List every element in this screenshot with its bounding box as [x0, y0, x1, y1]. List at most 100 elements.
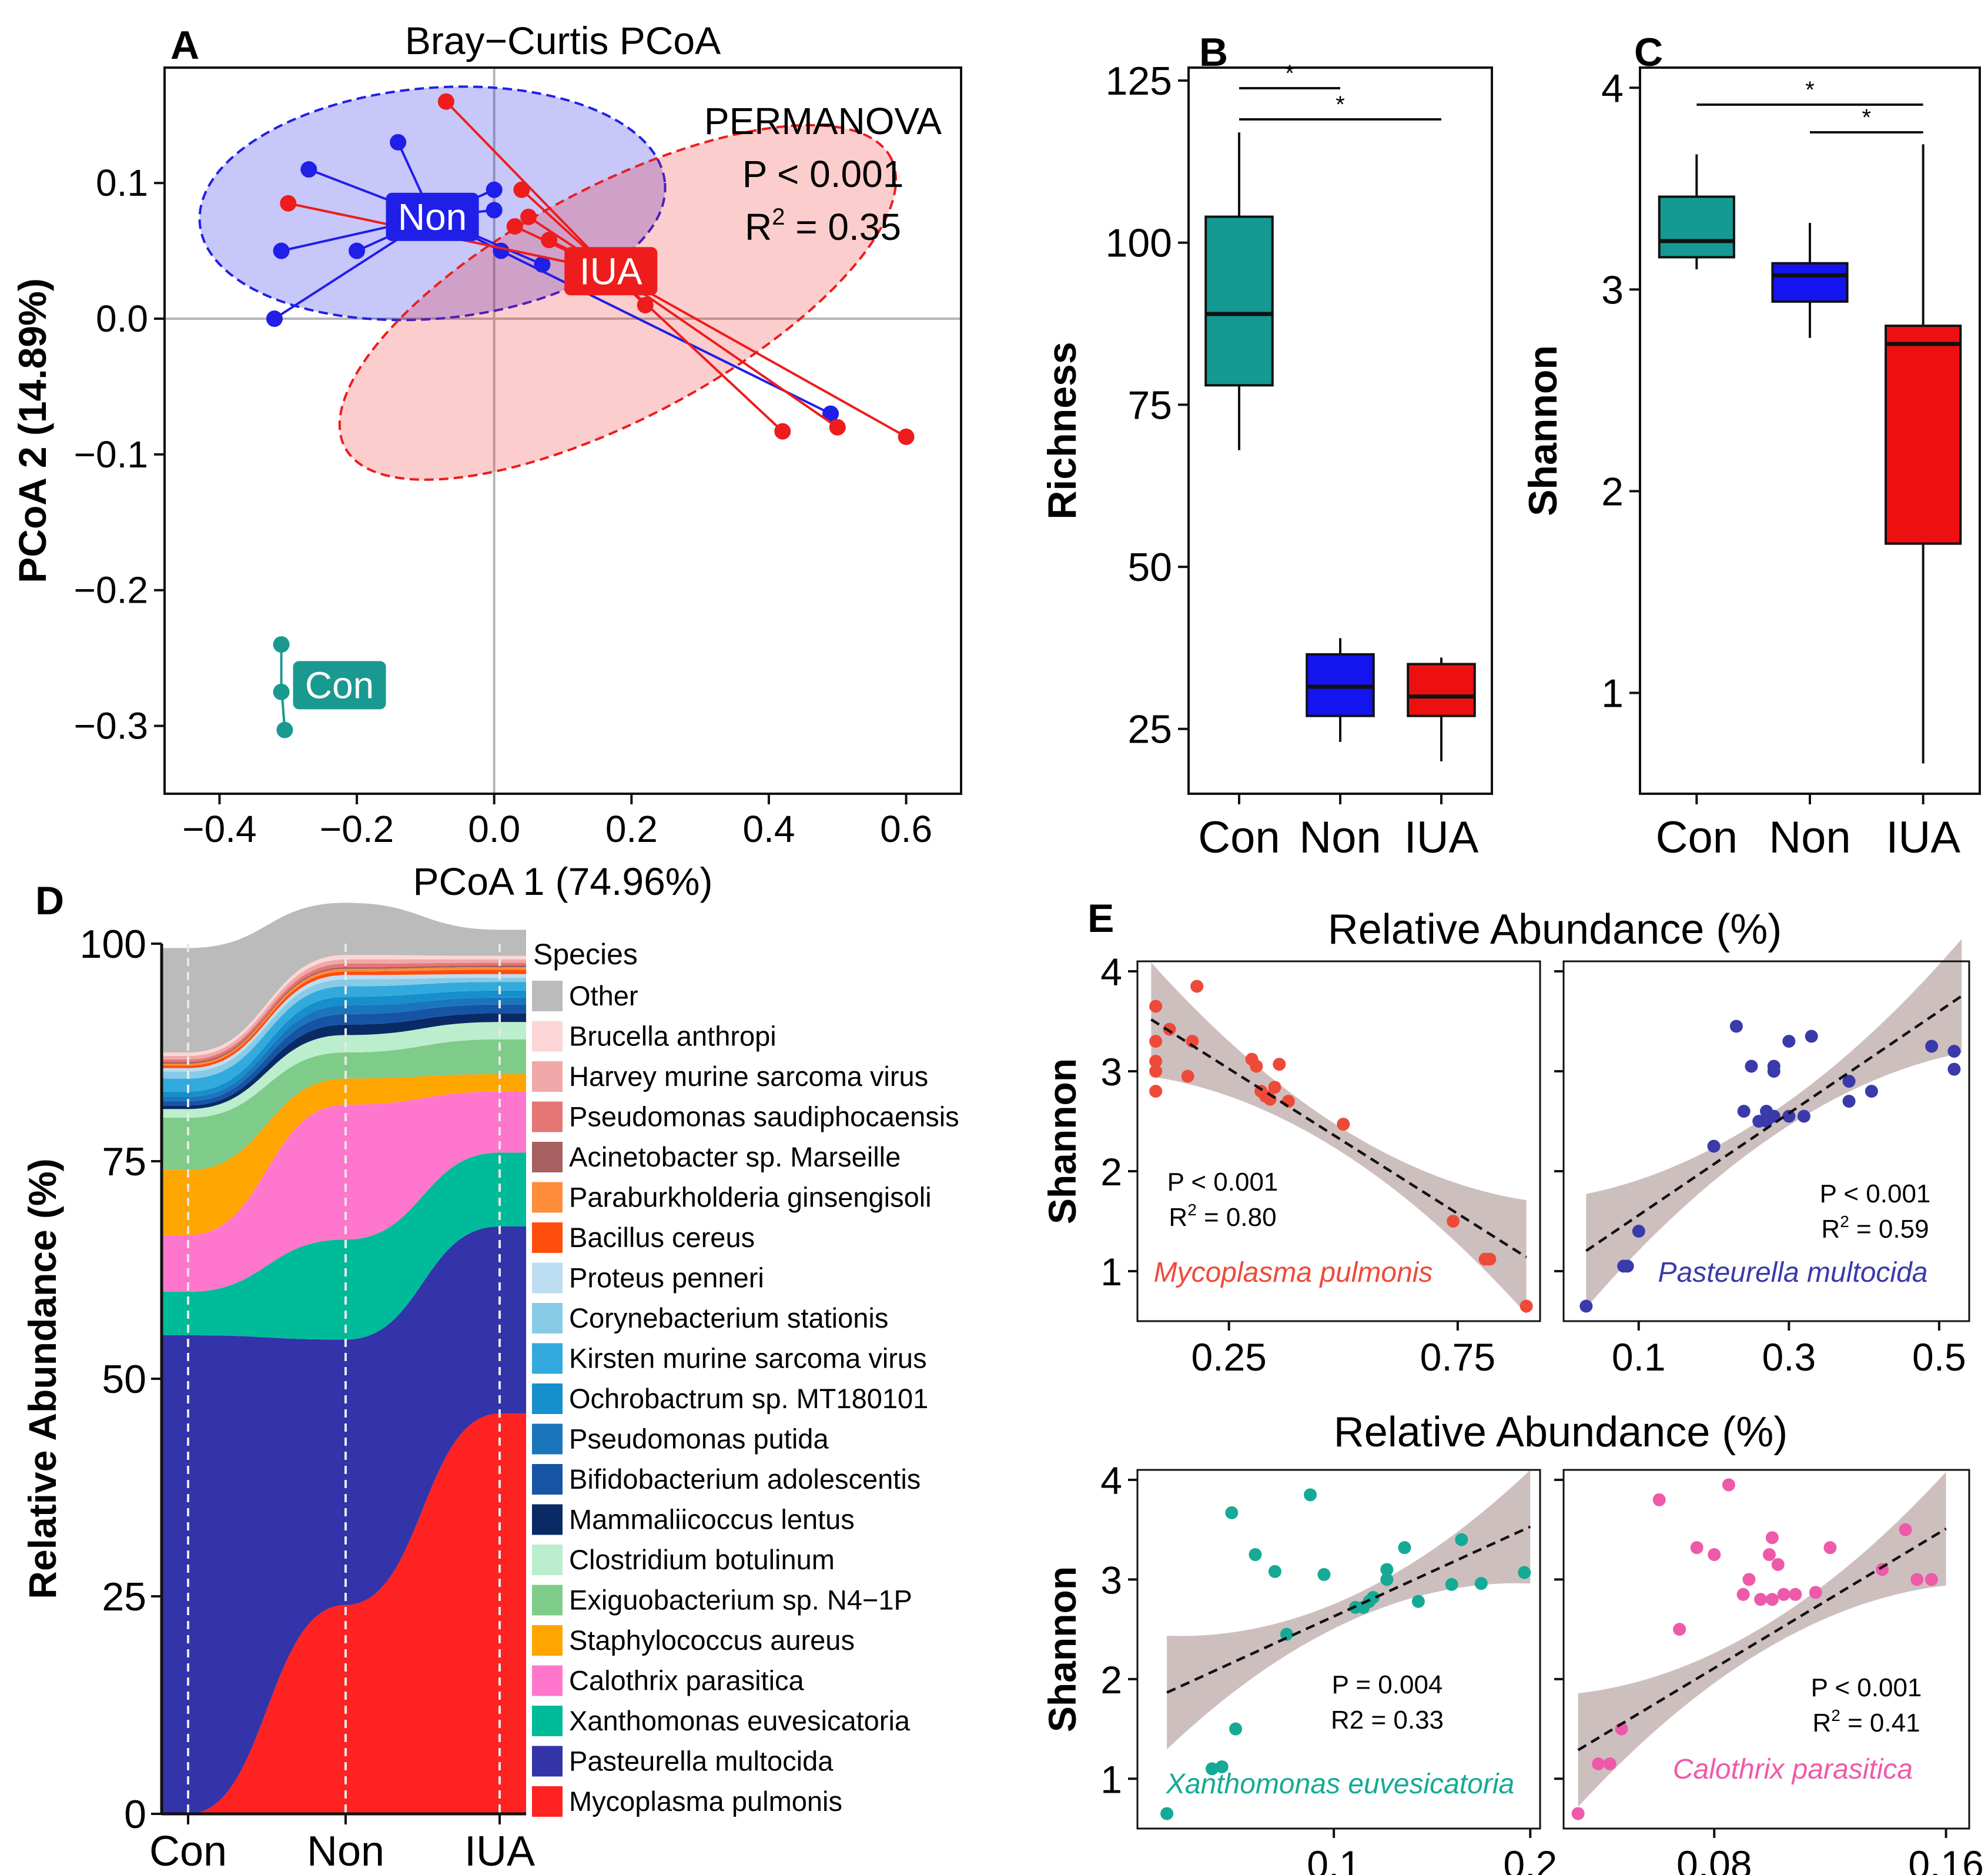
- legend-label: Calothrix parasitica: [569, 1665, 805, 1696]
- bottom-title: Relative Abundance (%): [1334, 1409, 1788, 1456]
- r2-prefix: R: [745, 206, 772, 248]
- stat-r2-prefix: R: [1821, 1215, 1840, 1244]
- data-point: [1823, 1541, 1837, 1555]
- point-non: [486, 181, 503, 198]
- point-non: [486, 202, 503, 219]
- legend-label: Bacillus cereus: [569, 1222, 755, 1253]
- spider-line-iua: [610, 270, 838, 429]
- legend-label: Exiguobacterium sp. N4−1P: [569, 1585, 912, 1616]
- data-point: [1767, 1109, 1781, 1123]
- data-point: [1765, 1593, 1779, 1606]
- point-iua: [898, 428, 915, 445]
- area-band-4: [162, 1074, 526, 1235]
- data-point: [1411, 1595, 1425, 1608]
- data-point: [1250, 1060, 1263, 1073]
- legend-swatch: [532, 1343, 563, 1374]
- x-tick-label: Non: [1769, 813, 1850, 863]
- x-tick-label: Non: [307, 1828, 384, 1875]
- x-tick-label: 0.1: [1307, 1843, 1361, 1875]
- data-point: [1910, 1573, 1924, 1586]
- species-label: Xanthomonas euvesicatoria: [1166, 1769, 1514, 1800]
- species-label: Calothrix parasitica: [1673, 1754, 1913, 1785]
- y-tick-label: 50: [1127, 545, 1172, 590]
- data-point: [1455, 1533, 1468, 1546]
- species-label: Mycoplasma pulmonis: [1154, 1257, 1433, 1288]
- stat-r2-suffix: = 0.80: [1197, 1203, 1277, 1232]
- x-tick-label: Con: [1198, 813, 1280, 863]
- data-point: [1736, 1587, 1750, 1601]
- point-con: [273, 683, 290, 700]
- legend-swatch: [532, 1545, 563, 1575]
- data-point: [1205, 1762, 1219, 1776]
- data-point: [1149, 1055, 1163, 1068]
- data-point: [1592, 1757, 1605, 1770]
- panel-label-e: E: [1087, 896, 1114, 941]
- y-axis-label: Richness: [1040, 342, 1085, 519]
- point-iua: [829, 419, 846, 436]
- y-tick-label: −0.3: [74, 705, 148, 747]
- plot-frame: [1136, 1469, 1541, 1830]
- legend-label: Clostridium botulinum: [569, 1544, 835, 1575]
- x-tick-label: 0.4: [742, 808, 795, 850]
- y-tick-label: 2: [1100, 1150, 1122, 1194]
- y-tick-label: 100: [80, 922, 146, 967]
- data-point: [1707, 1139, 1721, 1153]
- group-label-box-iua: [564, 247, 658, 296]
- y-tick-label: 3: [1100, 1050, 1122, 1094]
- x-tick-label: IUA: [1404, 813, 1479, 863]
- x-tick-label: −0.4: [182, 808, 256, 850]
- stat-r2-prefix: R: [1169, 1203, 1187, 1232]
- point-iua: [280, 195, 297, 212]
- data-point: [1632, 1225, 1645, 1238]
- x-tick-label: 0.2: [605, 808, 658, 850]
- data-point: [1447, 1215, 1460, 1228]
- data-point: [1273, 1058, 1286, 1071]
- data-point: [1729, 1020, 1743, 1033]
- legend-label: Mammaliicoccus lentus: [569, 1504, 855, 1535]
- y-tick-label: 0.0: [96, 298, 148, 340]
- legend-title: Species: [533, 938, 638, 971]
- significance-star: *: [1805, 77, 1815, 103]
- stat-r2-suffix: = 0.59: [1849, 1215, 1929, 1244]
- y-tick-label: 75: [1127, 383, 1172, 427]
- stat-r2-sup: 2: [1187, 1201, 1197, 1219]
- stat-r2: R2 = 0.59: [1821, 1212, 1929, 1244]
- data-point: [1621, 1259, 1634, 1273]
- legend-label: Paraburkholderia ginsengisoli: [569, 1182, 932, 1213]
- box-con: [1658, 195, 1735, 259]
- data-point: [1767, 1060, 1781, 1073]
- area-band-20: [162, 903, 526, 1052]
- legend-label: Kirsten murine sarcoma virus: [569, 1343, 927, 1374]
- stat-r2-sup: 2: [1840, 1212, 1849, 1231]
- x-tick-label: Con: [1656, 813, 1738, 863]
- legend-swatch: [532, 1222, 563, 1253]
- x-axis-label: PCoA 1 (74.96%): [413, 860, 713, 903]
- species-label: Pasteurella multocida: [1658, 1257, 1928, 1288]
- legend-swatch: [532, 1504, 563, 1535]
- data-point: [1805, 1030, 1818, 1043]
- group-label-box-non: [386, 192, 479, 241]
- legend-label: Other: [569, 980, 638, 1011]
- data-point: [1737, 1105, 1751, 1118]
- data-point: [1842, 1095, 1856, 1108]
- legend-swatch: [532, 1706, 563, 1736]
- data-point: [1304, 1488, 1317, 1502]
- data-point: [1380, 1573, 1394, 1586]
- data-point: [1149, 1035, 1163, 1048]
- data-point: [1280, 1627, 1293, 1641]
- group-label-con: Con: [305, 664, 374, 706]
- legend-swatch: [532, 1142, 563, 1172]
- data-point: [1149, 1085, 1163, 1098]
- legend-swatch: [532, 1625, 563, 1656]
- significance-star: *: [1862, 105, 1872, 131]
- data-point: [1215, 1760, 1229, 1773]
- permanova-p: P < 0.001: [742, 153, 904, 195]
- data-point: [1925, 1040, 1939, 1053]
- data-point: [1947, 1045, 1961, 1058]
- plot-frame: [163, 66, 962, 795]
- group-label-box-con: [293, 661, 386, 710]
- legend-swatch: [532, 1746, 563, 1777]
- data-point: [1186, 1035, 1199, 1048]
- y-tick-label: −0.2: [74, 569, 148, 611]
- legend-swatch: [532, 1182, 563, 1213]
